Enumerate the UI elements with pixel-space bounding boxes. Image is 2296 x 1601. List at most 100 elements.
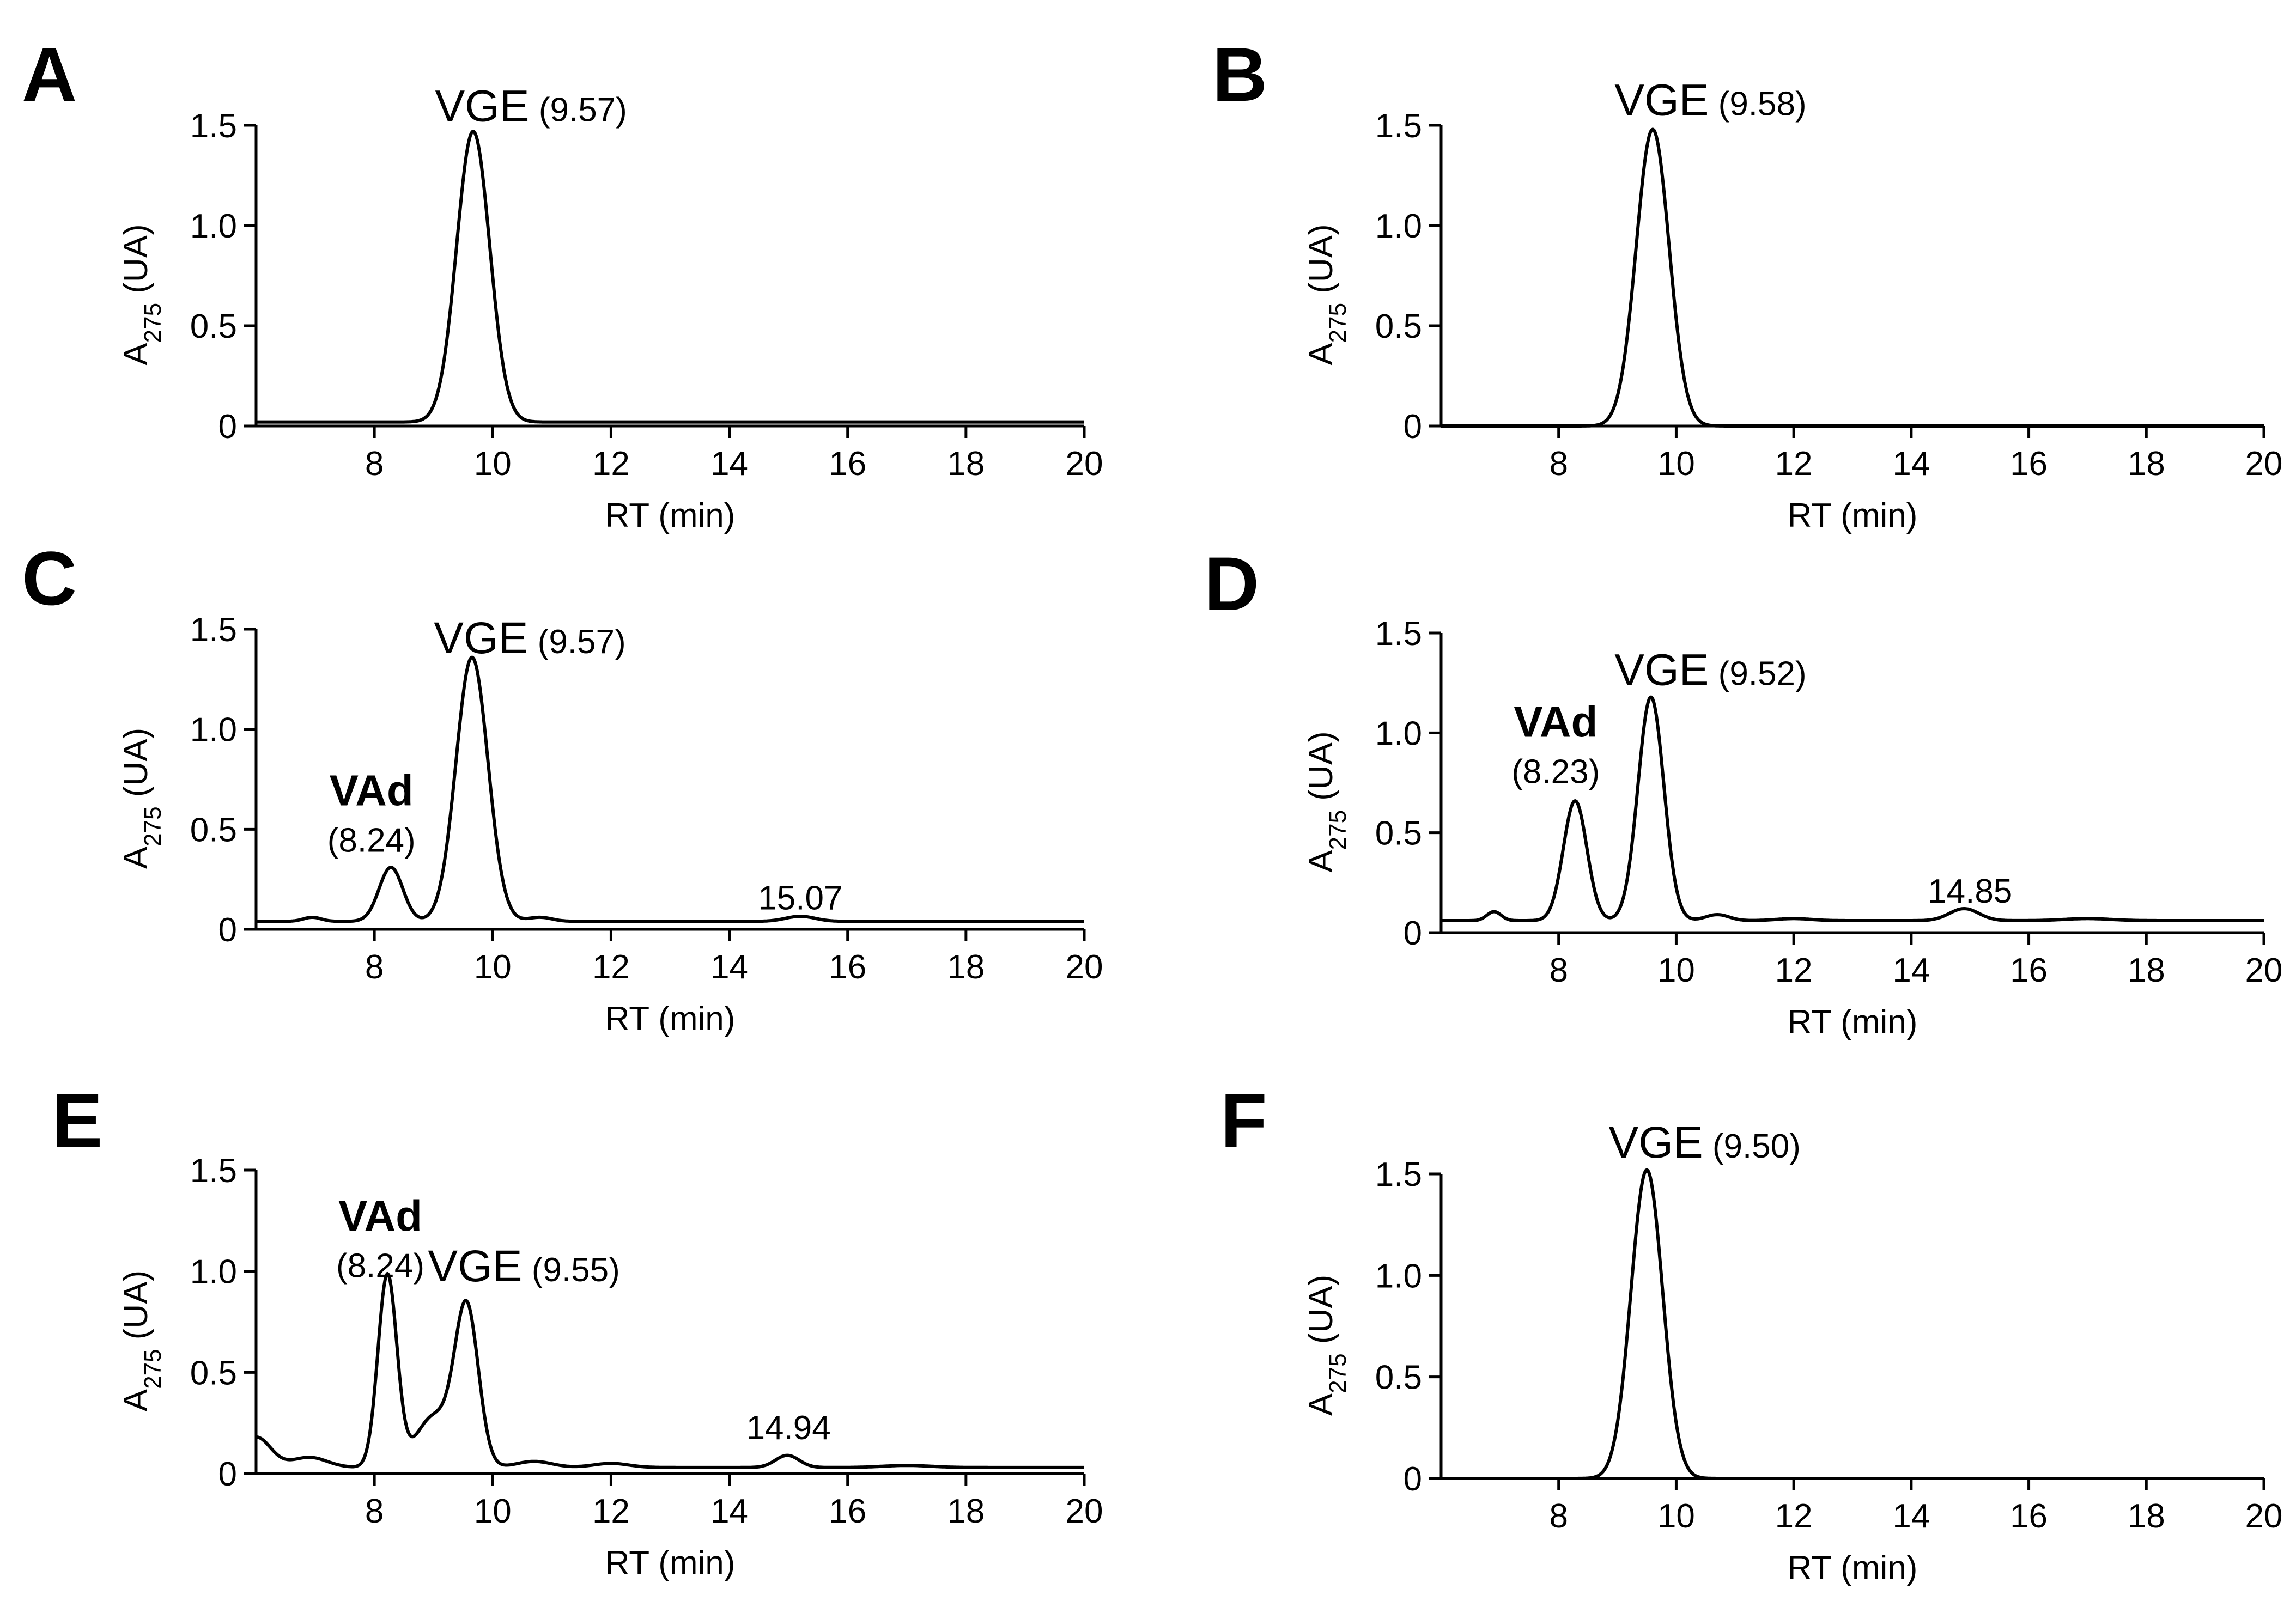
x-tick-label: 12 <box>592 948 630 986</box>
x-axis-title: RT (min) <box>605 497 736 534</box>
x-axis-title: RT (min) <box>1788 497 1918 534</box>
panel-letter: E <box>52 1078 102 1163</box>
x-tick-label: 10 <box>1657 1497 1695 1535</box>
x-tick-label: 20 <box>1066 1493 1103 1530</box>
peak-label: VGE (9.55) <box>428 1241 619 1291</box>
y-axis-title: A275 (UA) <box>117 728 166 869</box>
y-tick-label: 1.0 <box>1375 208 1422 245</box>
y-tick-label: 1.0 <box>1375 715 1422 752</box>
y-axis-title: A275 (UA) <box>1302 1275 1351 1416</box>
y-tick-label: 0 <box>218 1456 237 1493</box>
x-tick-label: 10 <box>1657 445 1695 483</box>
peak-label-rt: (8.24) <box>327 821 416 859</box>
y-tick-label: 1.5 <box>190 1152 237 1190</box>
y-tick-label: 0 <box>1404 915 1422 952</box>
x-tick-label: 18 <box>947 445 985 483</box>
y-tick-label: 1.0 <box>190 208 237 245</box>
panel-b: B 8 10 12 14 16 18 20 0 0.5 1.0 1.5 RT (min) A275 (UA… <box>1212 32 2282 534</box>
y-tick-label: 1.5 <box>190 611 237 649</box>
chromatogram-trace <box>256 655 1085 923</box>
y-tick-label: 0 <box>1404 408 1422 446</box>
y-tick-label: 1.5 <box>1375 1156 1422 1194</box>
chromatogram-trace <box>1441 127 2264 428</box>
peak-label-rt: 15.07 <box>758 879 842 917</box>
x-tick-label: 18 <box>2128 1497 2165 1535</box>
y-tick-label: 1.0 <box>190 1253 237 1291</box>
y-tick-label: 1.0 <box>1375 1257 1422 1295</box>
chromatogram-trace <box>1441 695 2264 922</box>
panel-letter: A <box>22 32 77 117</box>
y-axis-title: A275 (UA) <box>117 224 166 365</box>
y-tick-label: 0 <box>218 408 237 446</box>
peak-label-name: VAd <box>338 1191 422 1240</box>
x-tick-label: 12 <box>1775 1497 1813 1535</box>
x-tick-label: 20 <box>1066 445 1103 483</box>
x-axis-title: RT (min) <box>1788 1003 1918 1041</box>
x-tick-label: 8 <box>365 1493 384 1530</box>
x-tick-label: 16 <box>2010 952 2048 989</box>
panel-letter: D <box>1204 541 1259 626</box>
x-tick-label: 14 <box>1892 445 1930 483</box>
x-tick-label: 14 <box>1892 952 1930 989</box>
x-tick-label: 10 <box>474 948 512 986</box>
y-tick-label: 0.5 <box>190 811 237 849</box>
panel-letter: B <box>1212 32 1267 117</box>
peak-label-rt: 14.94 <box>746 1409 831 1447</box>
panel-a: A 8 10 12 14 16 18 20 0 0.5 1.0 1.5 RT (min) A275 (UA… <box>22 32 1103 534</box>
panel-d: D 8 10 12 14 16 18 20 0 0.5 1.0 1.5 RT (min) A275 (UA… <box>1204 541 2282 1041</box>
x-tick-label: 18 <box>947 948 985 986</box>
panel-f: F 8 10 12 14 16 18 20 0 0.5 1.0 1.5 RT (min) A275 (UA… <box>1220 1078 2282 1587</box>
x-tick-label: 10 <box>474 1493 512 1530</box>
x-tick-label: 8 <box>1549 445 1568 483</box>
x-tick-label: 20 <box>2245 1497 2283 1535</box>
x-tick-label: 18 <box>2128 445 2165 483</box>
x-tick-label: 20 <box>2245 445 2283 483</box>
panel-letter: C <box>22 535 77 621</box>
x-tick-label: 10 <box>474 445 512 483</box>
y-tick-label: 0.5 <box>1375 1359 1422 1397</box>
x-tick-label: 12 <box>592 1493 630 1530</box>
y-axis-title: A275 (UA) <box>1302 731 1351 872</box>
peak-label: VGE (9.57) <box>434 613 625 663</box>
y-tick-label: 1.0 <box>190 711 237 749</box>
x-tick-label: 12 <box>1775 445 1813 483</box>
y-tick-label: 0 <box>218 911 237 949</box>
x-tick-label: 16 <box>2010 1497 2048 1535</box>
chromatogram-trace <box>1441 1168 2264 1480</box>
peak-label: VGE (9.58) <box>1614 76 1806 125</box>
x-tick-label: 8 <box>1549 1497 1568 1535</box>
x-tick-label: 14 <box>1892 1497 1930 1535</box>
peak-label-name: VAd <box>330 766 414 814</box>
y-tick-label: 0 <box>1404 1460 1422 1498</box>
y-axis-title: A275 (UA) <box>117 1270 166 1411</box>
y-tick-label: 1.5 <box>1375 615 1422 653</box>
peak-label: VGE (9.50) <box>1609 1118 1801 1167</box>
panel-e: E 8 10 12 14 16 18 20 0 0.5 1.0 1.5 RT (min) A275 (UA… <box>52 1078 1103 1582</box>
x-tick-label: 14 <box>710 1493 748 1530</box>
x-axis-title: RT (min) <box>605 1000 736 1038</box>
x-tick-label: 16 <box>829 948 866 986</box>
panel-c: C 8 10 12 14 16 18 20 0 0.5 1.0 1.5 RT (min) A275 (UA… <box>22 535 1103 1038</box>
y-tick-label: 0.5 <box>190 1354 237 1392</box>
x-tick-label: 14 <box>710 445 748 483</box>
x-tick-label: 8 <box>365 445 384 483</box>
x-tick-label: 10 <box>1657 952 1695 989</box>
y-axis-title: A275 (UA) <box>1302 224 1351 365</box>
peak-label: VGE (9.52) <box>1614 645 1806 695</box>
peak-label-rt: (8.23) <box>1511 753 1600 791</box>
y-tick-label: 1.5 <box>190 107 237 145</box>
y-tick-label: 1.5 <box>1375 107 1422 145</box>
peak-label-name: VAd <box>1514 698 1598 746</box>
x-tick-label: 18 <box>947 1493 985 1530</box>
x-tick-label: 16 <box>829 445 866 483</box>
x-tick-label: 20 <box>2245 952 2283 989</box>
chromatogram-trace <box>256 130 1085 424</box>
y-tick-label: 0.5 <box>190 308 237 345</box>
x-tick-label: 14 <box>710 948 748 986</box>
y-tick-label: 0.5 <box>1375 815 1422 853</box>
y-tick-label: 0.5 <box>1375 308 1422 345</box>
x-tick-label: 18 <box>2128 952 2165 989</box>
x-axis-title: RT (min) <box>1788 1549 1918 1587</box>
x-tick-label: 20 <box>1066 948 1103 986</box>
